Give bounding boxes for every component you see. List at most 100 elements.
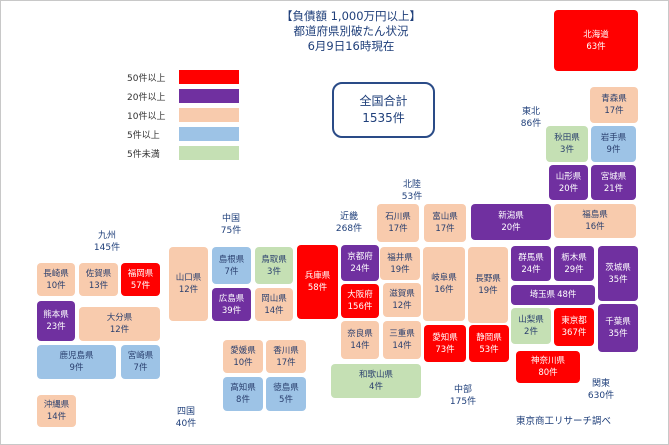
pref-name: 石川県 — [385, 212, 411, 222]
legend: 50件以上 20件以上 10件以上 5件以上 5件未満 — [127, 69, 239, 164]
region-count: 53件 — [401, 192, 423, 202]
legend-label: 10件以上 — [127, 112, 166, 122]
pref-name: 山口県 — [175, 273, 202, 283]
region-name: 中国 — [221, 214, 240, 224]
pref-name: 静岡県 — [476, 332, 502, 343]
region-kyushu: 九州 145件 — [77, 230, 137, 254]
pref-name: 福岡県 — [127, 268, 154, 279]
pref-name: 岐阜県 — [431, 273, 457, 283]
pref-kumamoto: 熊本県 23件 — [37, 301, 75, 341]
pref-toyama: 富山県 17件 — [424, 204, 466, 242]
pref-mie: 三重県 14件 — [383, 321, 421, 359]
pref-miyagi: 宮城県 21件 — [591, 165, 636, 200]
pref-yamaguchi: 山口県 12件 — [169, 247, 208, 321]
pref-niigata: 新潟県 20件 — [471, 204, 551, 240]
pref-name: 京都府 — [347, 252, 373, 262]
region-count: 175件 — [449, 397, 477, 407]
pref-name: 大分県 — [106, 313, 133, 323]
pref-name: 沖縄県 — [43, 400, 70, 410]
pref-hokkaido: 北海道 63件 — [554, 10, 638, 71]
pref-name: 秋田県 — [554, 133, 580, 143]
pref-count: 48件 — [557, 290, 577, 300]
pref-shiga: 滋賀県 12件 — [383, 283, 421, 317]
region-kanto: 関東 630件 — [571, 378, 631, 402]
region-name: 四国 — [176, 407, 195, 417]
national-total-box: 全国合計 1535件 — [332, 82, 435, 138]
title-line-2: 都道府県別破たん状況 — [293, 24, 409, 38]
region-count: 40件 — [175, 419, 197, 429]
pref-count: 14件 — [264, 305, 284, 316]
pref-kyoto: 京都府 24件 — [341, 245, 379, 281]
legend-swatch — [179, 146, 239, 160]
pref-count: 3件 — [267, 266, 281, 277]
pref-gifu: 岐阜県 16件 — [423, 247, 465, 321]
pref-name: 山梨県 — [518, 315, 544, 325]
pref-count: 20件 — [558, 183, 579, 194]
pref-name: 福井県 — [387, 252, 413, 263]
pref-name: 宮城県 — [600, 171, 627, 182]
pref-count: 58件 — [307, 283, 328, 293]
pref-gunma: 群馬県 24件 — [511, 246, 551, 281]
pref-count: 16件 — [434, 285, 454, 295]
pref-count: 17件 — [276, 357, 296, 368]
region-chugoku: 中国 75件 — [201, 213, 261, 237]
pref-name: 徳島県 — [273, 383, 299, 393]
national-total-value: 1535件 — [362, 111, 405, 125]
pref-count: 156件 — [347, 302, 373, 312]
pref-name: 島根県 — [218, 254, 245, 265]
region-name: 中部 — [453, 385, 472, 395]
pref-count: 5件 — [279, 395, 293, 405]
pref-count: 10件 — [46, 280, 66, 291]
pref-count: 14件 — [392, 341, 412, 351]
pref-count: 29件 — [564, 264, 584, 275]
pref-count: 19件 — [390, 264, 410, 275]
national-total-label: 全国合計 — [359, 94, 408, 108]
pref-name: 青森県 — [601, 94, 627, 104]
region-count: 75件 — [220, 226, 242, 236]
pref-count: 2件 — [524, 327, 538, 337]
pref-yamanashi: 山梨県 2件 — [511, 308, 551, 344]
pref-count: 17件 — [435, 224, 455, 234]
region-name: 北陸 — [402, 180, 421, 190]
region-chubu: 中部 175件 — [433, 384, 493, 408]
pref-hiroshima: 広島県 39件 — [212, 288, 251, 321]
pref-name: 神奈川県 — [530, 356, 565, 366]
source-credit: 東京商工リサーチ調べ — [516, 416, 612, 427]
pref-count: 7件 — [133, 363, 148, 373]
pref-count: 16件 — [585, 222, 605, 232]
pref-name: 広島県 — [218, 293, 245, 304]
pref-name: 香川県 — [273, 345, 299, 356]
pref-okinawa: 沖縄県 14件 — [37, 395, 76, 427]
pref-name: 栃木県 — [561, 252, 587, 263]
pref-saitama: 埼玉県 48件 — [511, 285, 595, 305]
legend-item: 5件未満 — [127, 145, 239, 162]
pref-count: 53件 — [479, 344, 499, 355]
pref-count: 21件 — [603, 183, 624, 194]
pref-name: 岩手県 — [600, 133, 627, 143]
legend-swatch — [179, 89, 239, 103]
pref-name: 滋賀県 — [389, 289, 415, 299]
pref-aichi: 愛知県 73件 — [424, 325, 466, 362]
pref-count: 73件 — [435, 344, 455, 355]
legend-label: 20件以上 — [127, 93, 166, 103]
title-line-3: 6月9日16時現在 — [307, 39, 395, 53]
pref-kanagawa: 神奈川県 80件 — [516, 351, 580, 383]
pref-saga: 佐賀県 13件 — [79, 263, 118, 296]
pref-count: 9件 — [69, 363, 84, 373]
pref-kochi: 高知県 8件 — [223, 377, 263, 411]
region-name: 九州 — [97, 231, 116, 241]
pref-name: 大阪府 — [347, 290, 373, 300]
pref-count: 12件 — [109, 325, 130, 335]
legend-item: 10件以上 — [127, 107, 239, 124]
pref-count: 35件 — [608, 274, 628, 285]
pref-name: 東京都 — [561, 316, 587, 326]
pref-shimane: 島根県 7件 — [212, 247, 251, 284]
pref-name: 長崎県 — [43, 268, 69, 279]
pref-chiba: 千葉県 35件 — [598, 304, 638, 352]
pref-wakayama: 和歌山県 4件 — [331, 364, 421, 398]
pref-count: 19件 — [478, 286, 498, 296]
pref-fukushima: 福島県 16件 — [554, 204, 636, 238]
pref-ehime: 愛媛県 10件 — [223, 340, 263, 373]
pref-count: 17件 — [604, 106, 624, 116]
